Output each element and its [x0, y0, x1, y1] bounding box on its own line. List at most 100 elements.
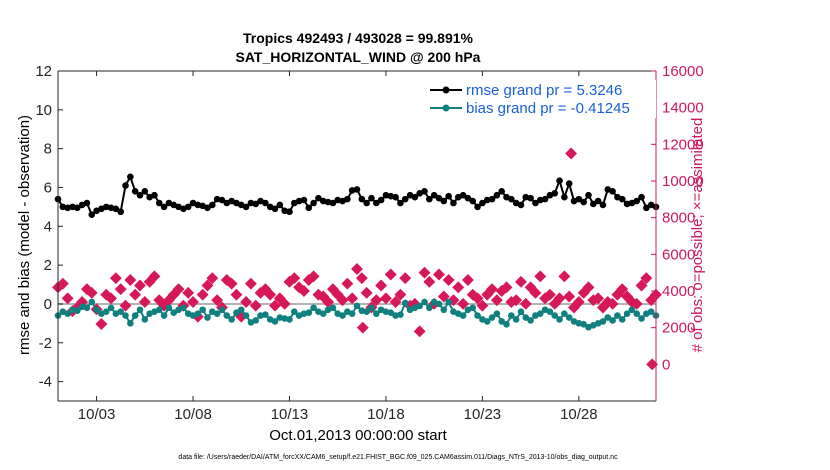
obs-point: [534, 270, 547, 283]
bias-point: [421, 298, 428, 306]
bias-point: [141, 316, 149, 323]
chart-title-line1: Tropics 492493 / 493028 = 99.891%: [243, 30, 474, 46]
obs-point: [433, 268, 445, 281]
bias-point: [445, 298, 452, 306]
bias-point: [213, 310, 221, 317]
rmse-point: [218, 196, 226, 204]
bias-point: [165, 304, 173, 312]
bias-point: [305, 309, 313, 316]
bias-point: [561, 310, 568, 317]
obs-point: [384, 268, 397, 281]
rmse-point: [527, 194, 534, 202]
rmse-point: [344, 195, 351, 203]
y-tick-label-right: 16000: [662, 63, 704, 80]
bias-point: [242, 312, 250, 319]
rmse-point: [643, 204, 650, 212]
rmse-point: [242, 203, 250, 211]
rmse-point: [421, 188, 428, 195]
rmse-point: [575, 195, 583, 203]
obs-point: [510, 294, 523, 307]
bias-point: [522, 314, 530, 321]
obs-point: [322, 296, 335, 308]
plot-area: [58, 71, 656, 401]
obs-point: [500, 281, 513, 294]
bias-point: [319, 310, 327, 317]
obs-outlier-point: [356, 321, 369, 334]
rmse-series: [54, 173, 660, 218]
rmse-point: [469, 197, 477, 205]
bias-point: [310, 304, 317, 312]
obs-point: [264, 288, 277, 301]
obs-point: [355, 272, 368, 285]
rmse-point: [160, 203, 168, 211]
bias-point: [228, 316, 235, 323]
y-tick-label-left: 2: [44, 257, 52, 274]
rmse-point: [561, 193, 568, 201]
bias-point: [353, 302, 361, 310]
bias-point: [638, 315, 645, 322]
bias-point: [416, 302, 423, 310]
bias-point: [426, 304, 433, 312]
obs-point: [471, 292, 484, 305]
rmse-point: [358, 195, 366, 203]
bias-point: [488, 314, 496, 321]
bias-point: [551, 312, 559, 319]
plot-background: [58, 71, 656, 401]
obs-point: [457, 297, 470, 310]
bias-point: [372, 310, 380, 317]
rmse-point: [551, 189, 559, 197]
bias-point: [155, 306, 163, 314]
x-tick-label: 10/18: [367, 406, 405, 423]
obs-point: [572, 296, 585, 308]
bias-point: [291, 308, 298, 316]
bias-point: [93, 306, 100, 314]
obs-point: [375, 279, 388, 292]
bias-point: [131, 312, 139, 319]
x-tick-label: 10/28: [560, 406, 598, 423]
obs-point: [442, 274, 455, 286]
obs-point: [553, 292, 566, 305]
rmse-point: [310, 199, 317, 207]
rmse-point: [131, 188, 139, 195]
rmse-point: [517, 201, 525, 209]
bias-point: [122, 312, 129, 319]
bias-point: [483, 318, 491, 325]
rmse-point: [155, 199, 163, 207]
bias-point: [233, 309, 240, 316]
rmse-point: [565, 180, 573, 187]
rmse-point: [459, 191, 467, 199]
y-tick-label-left: 8: [44, 141, 52, 158]
bias-point: [503, 321, 510, 328]
rmse-point: [430, 191, 438, 199]
bias-point: [440, 306, 448, 314]
rmse-point: [315, 194, 322, 202]
footnote: data file: /Users/raeder/DAI/ATM_forcXX/…: [178, 454, 618, 461]
obs-point: [592, 292, 605, 305]
y-axis-label-right: # of obs: o=possible; ×=assimilated: [689, 118, 706, 353]
axes: 10/03 10/08 10/13 10/18 10/23 10/28 -4 -2 0 2 4 6 8 1…: [35, 63, 703, 423]
obs-point: [515, 275, 527, 288]
bias-point: [73, 307, 81, 315]
bias-point: [469, 304, 477, 312]
legend-box: [426, 80, 656, 118]
rmse-point: [329, 199, 337, 207]
bias-point: [160, 312, 168, 319]
bias-point: [459, 312, 467, 319]
bias-series: [54, 298, 660, 331]
rmse-point: [618, 195, 626, 203]
bias-point: [107, 304, 115, 312]
rmse-point: [252, 200, 260, 208]
obs-point: [558, 270, 571, 283]
legend-bias-label: bias grand pr = -0.41245: [466, 100, 630, 117]
rmse-point: [498, 188, 505, 195]
bias-point: [204, 314, 211, 321]
y-tick-label-right: 10000: [662, 173, 704, 190]
rmse-point: [450, 199, 457, 207]
rmse-point: [445, 192, 452, 200]
rmse-point: [392, 193, 399, 201]
bias-point: [580, 321, 587, 328]
rmse-point: [508, 195, 515, 203]
rmse-point: [397, 199, 404, 207]
rmse-point: [276, 201, 284, 209]
obs-point: [351, 263, 363, 275]
